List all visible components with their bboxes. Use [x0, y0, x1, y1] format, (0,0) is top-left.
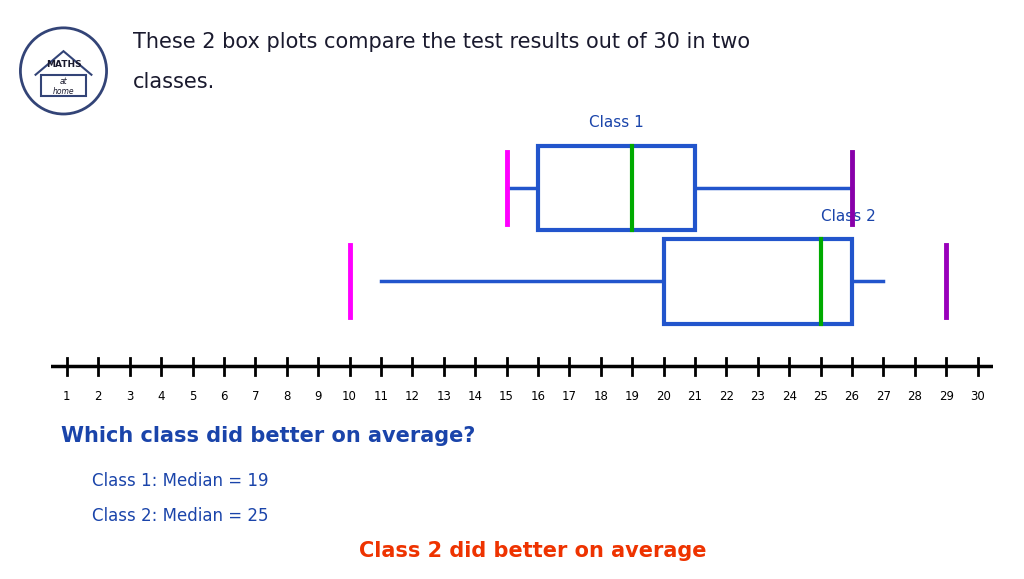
Text: 4: 4: [158, 390, 165, 403]
Text: 21: 21: [687, 390, 702, 403]
Text: 11: 11: [374, 390, 388, 403]
Text: 10: 10: [342, 390, 357, 403]
Text: 7: 7: [252, 390, 259, 403]
Text: 12: 12: [404, 390, 420, 403]
Text: 27: 27: [876, 390, 891, 403]
Text: Class 1: Median = 19: Class 1: Median = 19: [92, 472, 268, 490]
Text: Class 2 did better on average: Class 2 did better on average: [358, 541, 707, 562]
Text: at: at: [59, 77, 68, 86]
Text: © Maths at Home: © Maths at Home: [15, 561, 108, 571]
Text: 20: 20: [656, 390, 671, 403]
Text: 9: 9: [314, 390, 322, 403]
Text: 8: 8: [283, 390, 291, 403]
Text: 26: 26: [845, 390, 859, 403]
Text: 6: 6: [220, 390, 227, 403]
Text: 29: 29: [939, 390, 953, 403]
Text: 14: 14: [468, 390, 482, 403]
Bar: [538, 146, 695, 230]
Text: MATHS: MATHS: [46, 60, 81, 69]
Text: 23: 23: [751, 390, 765, 403]
Text: 18: 18: [593, 390, 608, 403]
Text: 19: 19: [625, 390, 640, 403]
Text: www.mathsathome.com: www.mathsathome.com: [883, 561, 1009, 571]
Text: 30: 30: [970, 390, 985, 403]
Bar: [664, 239, 852, 324]
Text: 16: 16: [530, 390, 546, 403]
Text: 15: 15: [499, 390, 514, 403]
Text: These 2 box plots compare the test results out of 30 in two: These 2 box plots compare the test resul…: [133, 32, 751, 52]
Text: classes.: classes.: [133, 72, 215, 93]
Text: 13: 13: [436, 390, 452, 403]
Text: 3: 3: [126, 390, 133, 403]
Text: 1: 1: [63, 390, 71, 403]
Text: Which class did better on average?: Which class did better on average?: [61, 426, 476, 446]
Text: home: home: [52, 87, 75, 96]
Text: 5: 5: [188, 390, 197, 403]
Text: 28: 28: [907, 390, 923, 403]
Text: 24: 24: [781, 390, 797, 403]
Text: Class 2: Class 2: [820, 208, 876, 223]
Text: 25: 25: [813, 390, 828, 403]
Text: Class 2: Median = 25: Class 2: Median = 25: [92, 507, 268, 525]
Text: Class 1: Class 1: [589, 115, 644, 130]
Circle shape: [20, 28, 106, 114]
Text: 22: 22: [719, 390, 734, 403]
Text: 17: 17: [562, 390, 577, 403]
Text: 2: 2: [94, 390, 102, 403]
